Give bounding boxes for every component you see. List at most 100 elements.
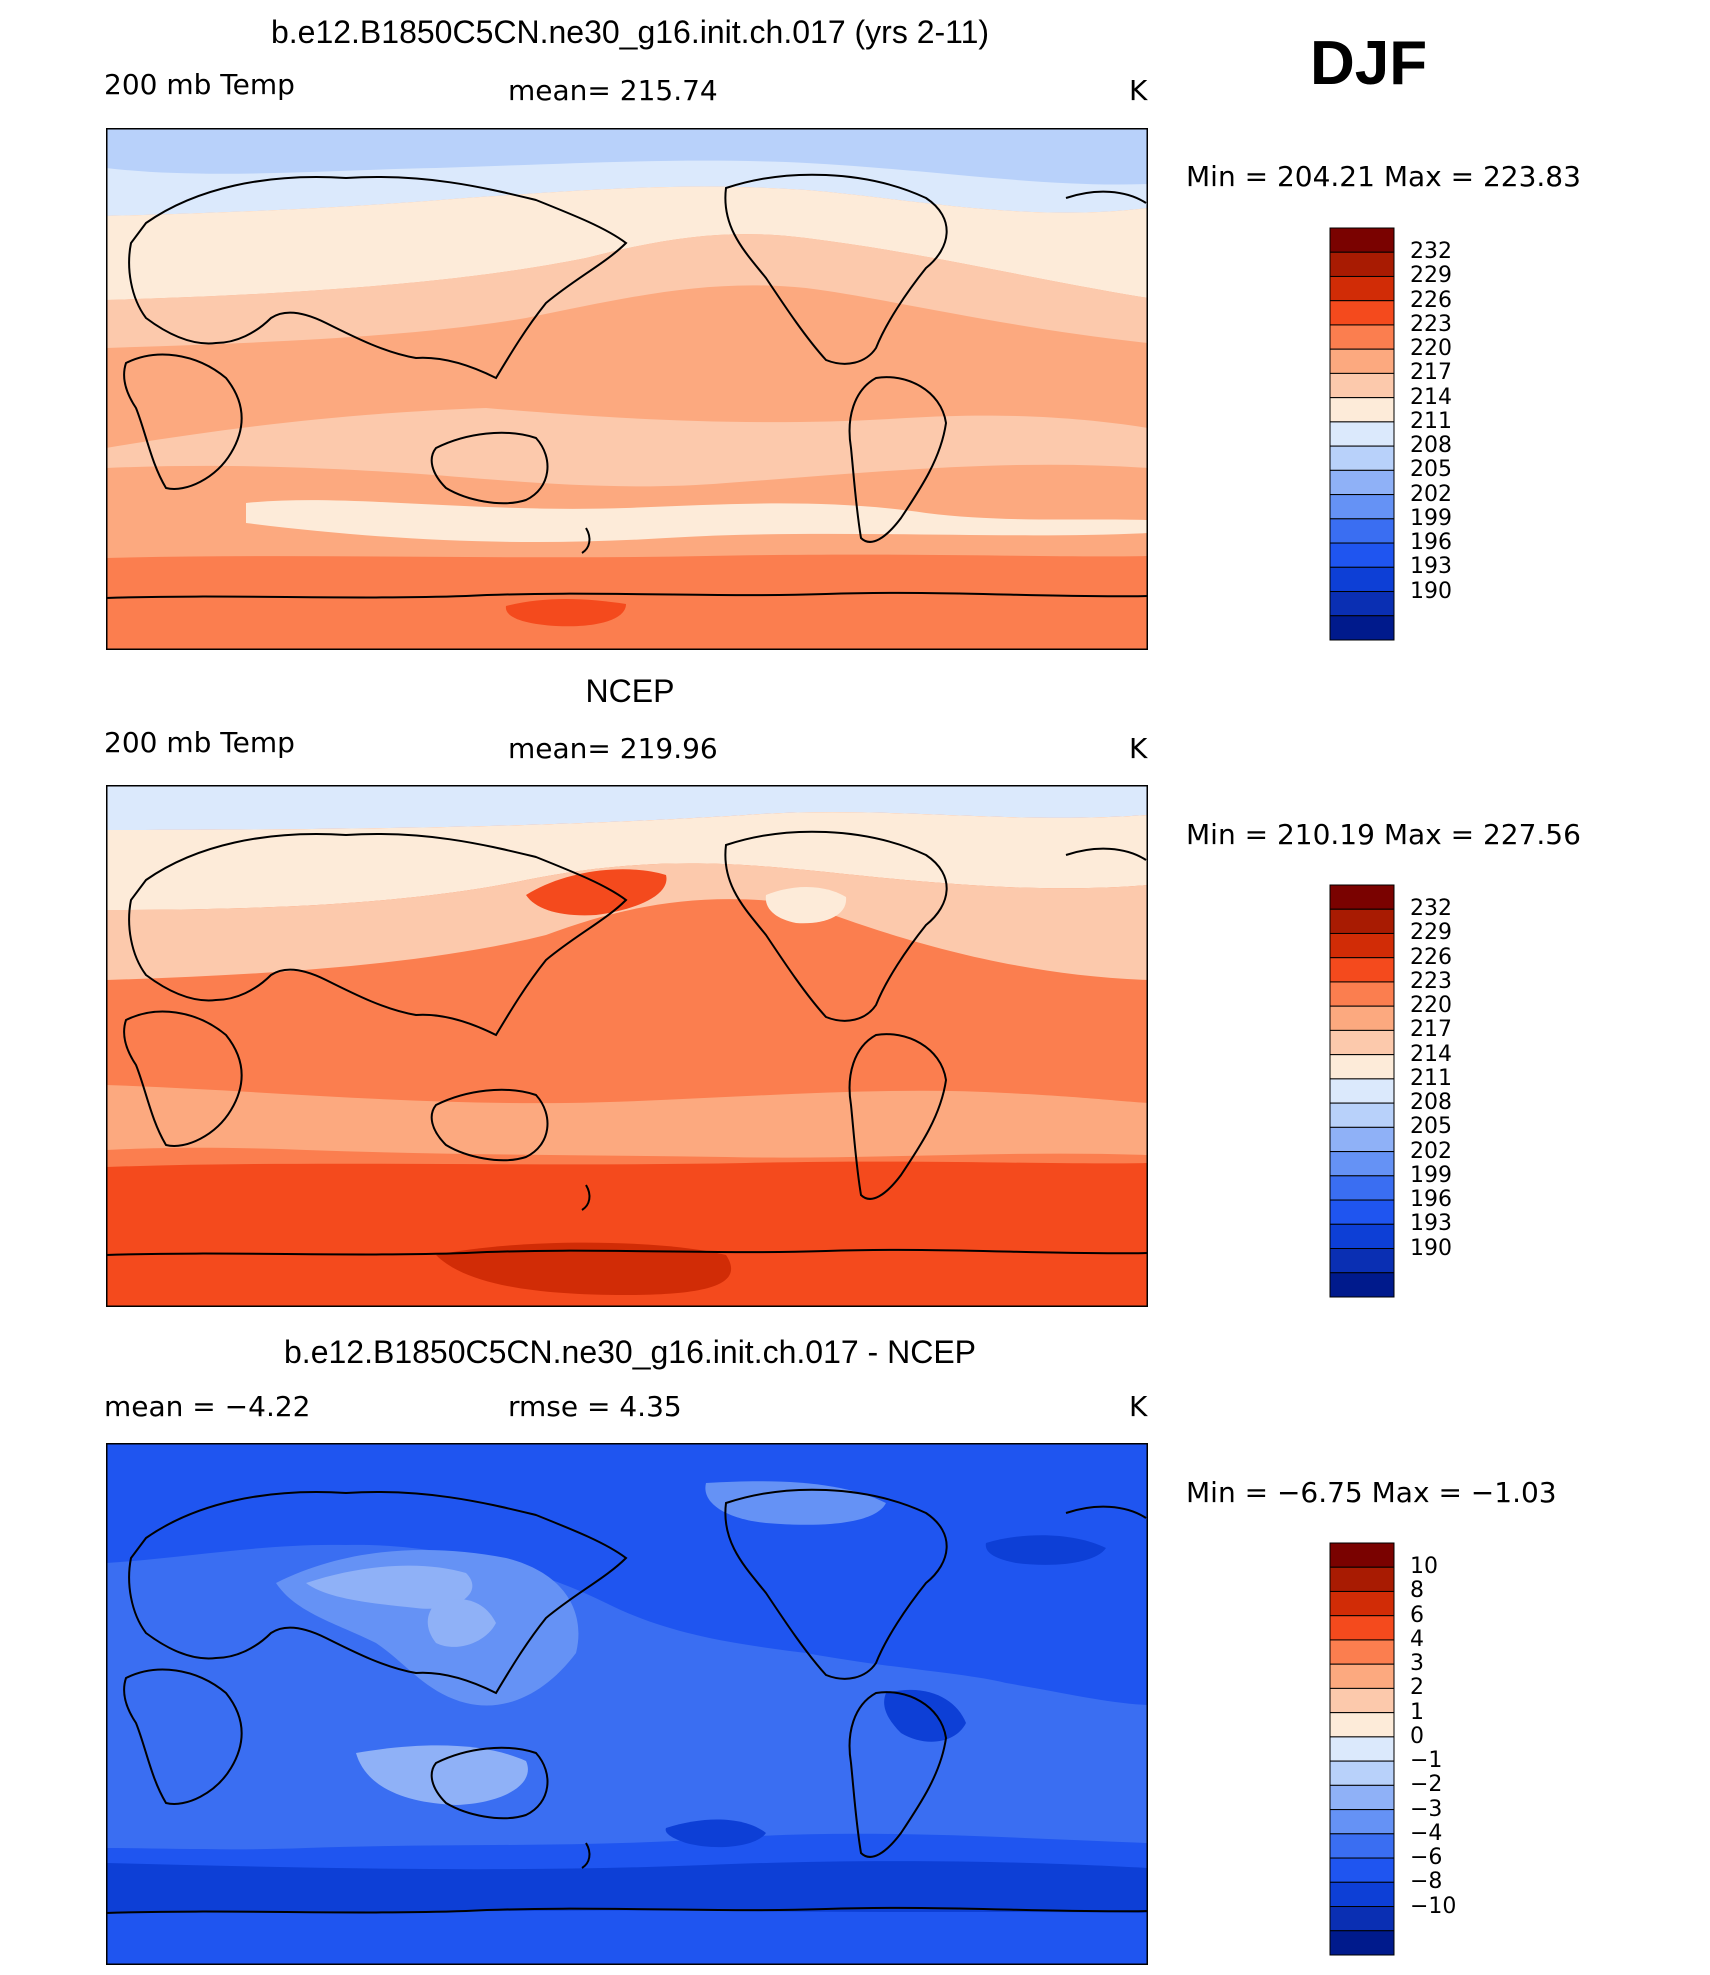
- colorbar-label: −2: [1410, 1772, 1443, 1798]
- panel-model-map: [106, 128, 1148, 650]
- colorbar-label: 214: [1410, 384, 1452, 410]
- colorbar-box: [1329, 1199, 1395, 1225]
- panel-obs-colorbar: [1329, 884, 1395, 1298]
- colorbar-box: [1329, 469, 1395, 496]
- colorbar-label: 0: [1410, 1723, 1424, 1749]
- colorbar-box: [1329, 1687, 1395, 1714]
- colorbar-box: [1329, 1930, 1395, 1956]
- colorbar-label: 220: [1410, 336, 1452, 362]
- colorbar-box: [1329, 1542, 1395, 1568]
- season-label: DJF: [1310, 29, 1428, 98]
- colorbar-box: [1329, 518, 1395, 544]
- colorbar-label: −3: [1410, 1796, 1443, 1822]
- colorbar-box: [1329, 908, 1395, 934]
- colorbar-label: 205: [1410, 457, 1452, 483]
- colorbar-label: 4: [1410, 1626, 1424, 1652]
- colorbar-label: 190: [1410, 578, 1452, 604]
- panel-obs-units: K: [1129, 732, 1148, 765]
- colorbar-box: [1329, 542, 1395, 568]
- colorbar-label: 193: [1410, 1211, 1452, 1237]
- colorbar-label: 202: [1410, 481, 1452, 507]
- colorbar-box: [1329, 591, 1395, 617]
- colorbar-box: [1329, 1712, 1395, 1738]
- colorbar-label: 223: [1410, 968, 1452, 994]
- colorbar-label: 223: [1410, 311, 1452, 337]
- colorbar-box: [1329, 300, 1395, 326]
- colorbar-box: [1329, 275, 1395, 302]
- panel-model-mean-label: mean= 215.74: [508, 74, 718, 107]
- colorbar-box: [1329, 1248, 1395, 1274]
- panel-model-title: b.e12.B1850C5CN.ne30_g16.init.ch.017 (yr…: [270, 14, 990, 50]
- panel-obs-title: NCEP: [585, 673, 675, 709]
- colorbar-label: 196: [1410, 530, 1452, 556]
- colorbar-label: 232: [1410, 896, 1452, 922]
- colorbar-label: 2: [1410, 1675, 1424, 1701]
- colorbar-box: [1329, 348, 1395, 374]
- colorbar-box: [1329, 1566, 1395, 1592]
- colorbar-label: −8: [1410, 1869, 1443, 1895]
- colorbar-box: [1329, 1175, 1395, 1201]
- colorbar-label: 211: [1410, 1065, 1452, 1091]
- panel-obs-map: [106, 785, 1148, 1307]
- colorbar-box: [1329, 1736, 1395, 1762]
- colorbar-box: [1329, 615, 1395, 641]
- panel-model-colorbar: [1329, 227, 1395, 641]
- colorbar-box: [1329, 957, 1395, 983]
- colorbar-label: 202: [1410, 1138, 1452, 1164]
- colorbar-label: 220: [1410, 993, 1452, 1019]
- panel-model-left-label: 200 mb Temp: [104, 68, 295, 101]
- panel-diff-rmse-label: rmse = 4.35: [508, 1390, 682, 1423]
- colorbar-box: [1329, 324, 1395, 350]
- colorbar-box: [1329, 251, 1395, 277]
- colorbar-label: 205: [1410, 1114, 1452, 1140]
- colorbar-box: [1329, 884, 1395, 910]
- colorbar-label: 6: [1410, 1602, 1424, 1628]
- colorbar-label: 226: [1410, 287, 1452, 313]
- colorbar-label: 8: [1410, 1578, 1424, 1604]
- colorbar-box: [1329, 1151, 1395, 1177]
- colorbar-box: [1329, 1663, 1395, 1689]
- colorbar-box: [1329, 1029, 1395, 1056]
- colorbar-label: −1: [1410, 1748, 1443, 1774]
- colorbar-label: 196: [1410, 1187, 1452, 1213]
- colorbar-label: 193: [1410, 554, 1452, 580]
- panel-diff-title: b.e12.B1850C5CN.ne30_g16.init.ch.017 - N…: [284, 1334, 976, 1370]
- panel-obs-mean-label: mean= 219.96: [508, 732, 718, 765]
- panel-diff-units: K: [1129, 1390, 1148, 1423]
- colorbar-label: −4: [1410, 1820, 1443, 1846]
- colorbar-box: [1329, 421, 1395, 447]
- colorbar-label: 217: [1410, 1017, 1452, 1043]
- colorbar-box: [1329, 1615, 1395, 1641]
- colorbar-box: [1329, 1054, 1395, 1080]
- colorbar-label: 199: [1410, 1162, 1452, 1188]
- panel-obs-left-label: 200 mb Temp: [104, 726, 295, 759]
- colorbar-box: [1329, 1102, 1395, 1128]
- colorbar-box: [1329, 1833, 1395, 1859]
- colorbar-box: [1329, 1784, 1395, 1811]
- colorbar-box: [1329, 1272, 1395, 1298]
- colorbar-box: [1329, 397, 1395, 423]
- colorbar-box: [1329, 1223, 1395, 1250]
- colorbar-label: 232: [1410, 239, 1452, 265]
- colorbar-label: 229: [1410, 920, 1452, 946]
- colorbar-box: [1329, 932, 1395, 959]
- colorbar-box: [1329, 566, 1395, 593]
- colorbar-label: 226: [1410, 944, 1452, 970]
- colorbar-label: 208: [1410, 433, 1452, 459]
- colorbar-box: [1329, 1881, 1395, 1908]
- colorbar-box: [1329, 1639, 1395, 1665]
- colorbar-label: 217: [1410, 360, 1452, 386]
- panel-diff-map: [106, 1443, 1148, 1965]
- panel-diff-mean-label: mean = −4.22: [104, 1390, 311, 1423]
- colorbar-label: −6: [1410, 1845, 1443, 1871]
- colorbar-box: [1329, 1590, 1395, 1617]
- colorbar-label: 10: [1410, 1554, 1438, 1580]
- panel-diff-minmax: Min = −6.75 Max = −1.03: [1186, 1476, 1557, 1509]
- colorbar-box: [1329, 1809, 1395, 1835]
- colorbar-label: 229: [1410, 263, 1452, 289]
- colorbar-box: [1329, 372, 1395, 399]
- panel-model-minmax: Min = 204.21 Max = 223.83: [1186, 160, 1581, 193]
- colorbar-box: [1329, 1078, 1395, 1104]
- colorbar-box: [1329, 981, 1395, 1007]
